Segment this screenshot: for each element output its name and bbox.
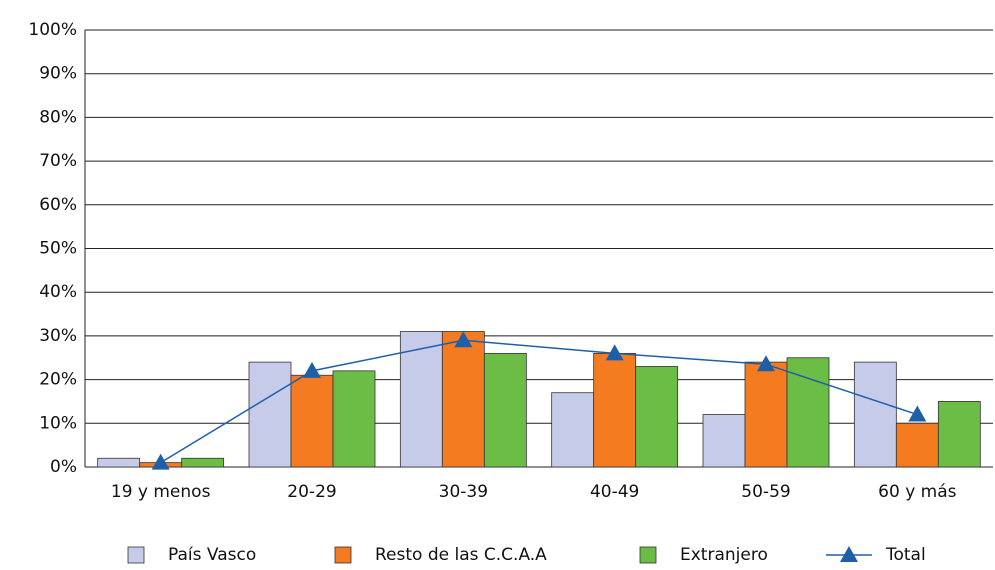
bar: [97, 457, 141, 468]
bar: [248, 361, 292, 468]
legend-label: Extranjero: [680, 545, 768, 565]
y-tick-label: 80%: [39, 107, 77, 127]
y-tick-label: 10%: [39, 413, 77, 433]
bar: [441, 331, 485, 468]
legend-swatch: [127, 546, 145, 564]
legend-label: Total: [885, 545, 926, 565]
marker: [908, 405, 927, 422]
x-tick-label: 50-59: [741, 482, 790, 502]
bar: [786, 357, 830, 468]
bar: [744, 361, 788, 468]
y-tick-label: 30%: [39, 326, 77, 346]
x-tick-label: 19 y menos: [111, 482, 211, 502]
bar: [853, 361, 897, 468]
bar: [483, 352, 527, 468]
y-tick-label: 90%: [39, 64, 77, 84]
bar: [181, 457, 225, 468]
marker: [605, 344, 624, 361]
y-tick-label: 100%: [28, 20, 77, 40]
y-tick-label: 70%: [39, 151, 77, 171]
legend-marker: [840, 546, 858, 562]
bar: [593, 352, 637, 468]
x-tick-label: 20-29: [287, 482, 336, 502]
bar: [895, 422, 939, 468]
marker: [151, 453, 170, 470]
bar: [290, 374, 334, 468]
y-tick-label: 40%: [39, 282, 77, 302]
legend-label: Resto de las C.C.A.A: [375, 545, 547, 565]
bar: [635, 366, 679, 468]
y-tick-label: 60%: [39, 195, 77, 215]
bar: [937, 401, 981, 468]
marker: [454, 331, 473, 348]
bar: [332, 370, 376, 468]
x-tick-label: 60 y más: [878, 482, 956, 502]
marker: [303, 361, 321, 378]
bar: [702, 414, 746, 468]
legend-swatch: [639, 546, 657, 564]
marker: [757, 355, 775, 372]
y-tick-label: 20%: [39, 370, 77, 390]
x-tick-label: 30-39: [439, 482, 488, 502]
y-tick-label: 0%: [50, 457, 77, 477]
x-tick-label: 40-49: [590, 482, 639, 502]
legend-label: País Vasco: [168, 545, 256, 565]
bar: [399, 331, 443, 468]
line: [160, 339, 918, 464]
y-tick-label: 50%: [39, 239, 77, 259]
bar: [551, 392, 595, 468]
legend-swatch: [334, 546, 352, 564]
